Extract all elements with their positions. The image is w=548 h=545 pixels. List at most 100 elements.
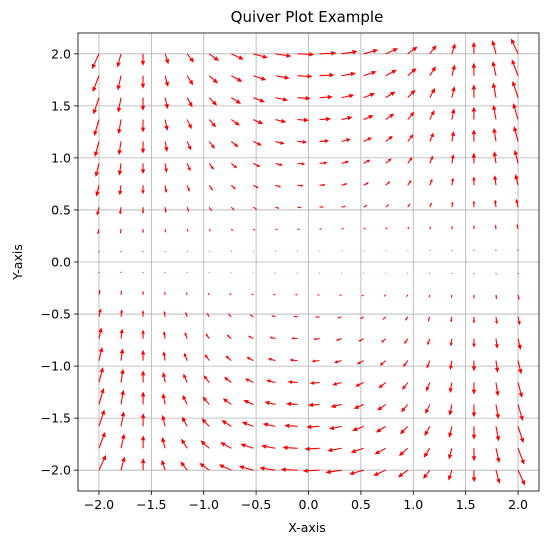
quiver-arrow — [428, 294, 431, 298]
quiver-arrow — [162, 351, 167, 361]
axis-ticks: −2.0 −1.5 −1.0 −0.5 0.0 0.5 1.0 1.5 2.0 −2.0 −1.5 −… — [41, 46, 528, 512]
quiver-arrow — [319, 228, 323, 230]
quiver-arrow — [407, 250, 409, 252]
quiver-arrow — [319, 72, 335, 78]
quiver-arrow — [517, 404, 524, 421]
quiver-arrow — [471, 41, 477, 54]
quiver-arrow — [120, 389, 125, 405]
quiver-arrow — [294, 294, 298, 296]
x-tick-label: 2.0 — [508, 497, 528, 512]
quiver-arrow — [319, 51, 337, 56]
quiver-arrow — [374, 447, 386, 455]
quiver-arrow — [472, 200, 476, 208]
quiver-arrow — [186, 75, 194, 86]
quiver-arrow — [208, 272, 210, 274]
quiver-arrow — [248, 335, 254, 340]
quiver-arrow — [95, 185, 100, 197]
quiver-arrow — [186, 207, 190, 213]
quiver-arrow — [306, 424, 320, 430]
y-tick-label: 2.0 — [51, 46, 71, 61]
quiver-arrow — [205, 333, 210, 340]
quiver-arrow — [94, 163, 100, 178]
quiver-arrow — [341, 71, 356, 77]
quiver-arrow — [249, 314, 254, 318]
y-tick-label: 1.5 — [51, 98, 71, 113]
quiver-arrow — [140, 349, 146, 361]
quiver-arrow — [92, 75, 100, 93]
quiver-arrow — [140, 413, 146, 427]
quiver-arrow — [164, 53, 170, 65]
quiver-arrow — [473, 249, 475, 252]
x-axis-label: X-axis — [288, 520, 326, 535]
quiver-arrow — [206, 312, 210, 318]
quiver-arrow — [363, 70, 377, 77]
quiver-arrow — [161, 414, 166, 427]
quiver-arrow — [447, 448, 453, 460]
quiver-arrow — [341, 183, 348, 186]
quiver-arrow — [495, 404, 500, 420]
quiver-arrow — [341, 160, 350, 164]
quiver-arrow — [491, 40, 497, 54]
quiver-arrow — [423, 447, 431, 458]
quiver-arrow — [355, 382, 364, 387]
quiver-arrow — [253, 206, 258, 210]
quiver-arrow — [495, 426, 501, 442]
quiver-arrow — [253, 140, 262, 146]
quiver-arrow — [448, 382, 453, 394]
quiver-arrow — [308, 402, 320, 408]
quiver-arrow — [269, 336, 276, 340]
quiver-arrow — [120, 250, 122, 253]
quiver-arrow — [230, 119, 240, 126]
quiver-arrow — [494, 360, 500, 373]
quiver-arrow — [240, 443, 254, 449]
quiver-arrow — [385, 48, 399, 55]
quiver-arrow — [142, 271, 144, 273]
quiver-arrow — [120, 271, 122, 274]
quiver-arrow — [511, 80, 519, 98]
quiver-arrow — [429, 66, 436, 77]
quiver-arrow — [259, 466, 276, 471]
quiver-arrow — [517, 249, 519, 252]
quiver-arrow — [517, 426, 525, 444]
quiver-arrow — [425, 382, 431, 392]
quiver-arrow — [164, 163, 168, 173]
quiver-arrow — [244, 378, 254, 384]
quiver-arrow — [275, 75, 290, 80]
quiver-arrow — [423, 469, 431, 480]
quiver-arrow — [358, 338, 364, 342]
quiver-arrow — [253, 75, 267, 81]
quiver-arrow — [363, 159, 371, 164]
quiver-arrow — [94, 141, 100, 157]
quiver-arrow — [266, 379, 276, 384]
quiver-arrow — [491, 61, 497, 76]
quiver-arrow — [289, 358, 298, 362]
quiver-arrow — [116, 53, 122, 68]
quiver-arrow — [186, 53, 194, 63]
quiver-arrow — [363, 137, 373, 142]
quiver-arrow — [297, 162, 306, 166]
quiver-arrow — [220, 442, 232, 449]
quiver-arrow — [429, 178, 433, 186]
quiver-arrow — [494, 338, 499, 349]
quiver-arrow — [297, 228, 301, 230]
quiver-arrow — [91, 53, 100, 70]
quiver-arrow — [120, 290, 123, 295]
quiver-arrow — [297, 139, 308, 144]
quiver-arrow — [383, 294, 387, 297]
quiver-arrow — [230, 184, 236, 190]
quiver-arrow — [361, 294, 364, 297]
quiver-arrow — [208, 53, 220, 62]
quiver-arrow — [204, 354, 210, 361]
quiver-arrow — [398, 447, 409, 457]
quiver-arrow — [282, 445, 298, 450]
quiver-arrow — [222, 398, 232, 405]
quiver-arrow — [161, 371, 167, 383]
quiver-arrow — [141, 207, 145, 214]
quiver-arrow — [407, 156, 413, 164]
quiver-arrow — [379, 360, 387, 366]
quiver-arrow — [513, 149, 519, 164]
quiver-arrow — [450, 316, 453, 323]
quiver-arrow — [141, 185, 145, 195]
quiver-arrow — [203, 375, 210, 383]
quiver-arrow — [231, 53, 244, 60]
